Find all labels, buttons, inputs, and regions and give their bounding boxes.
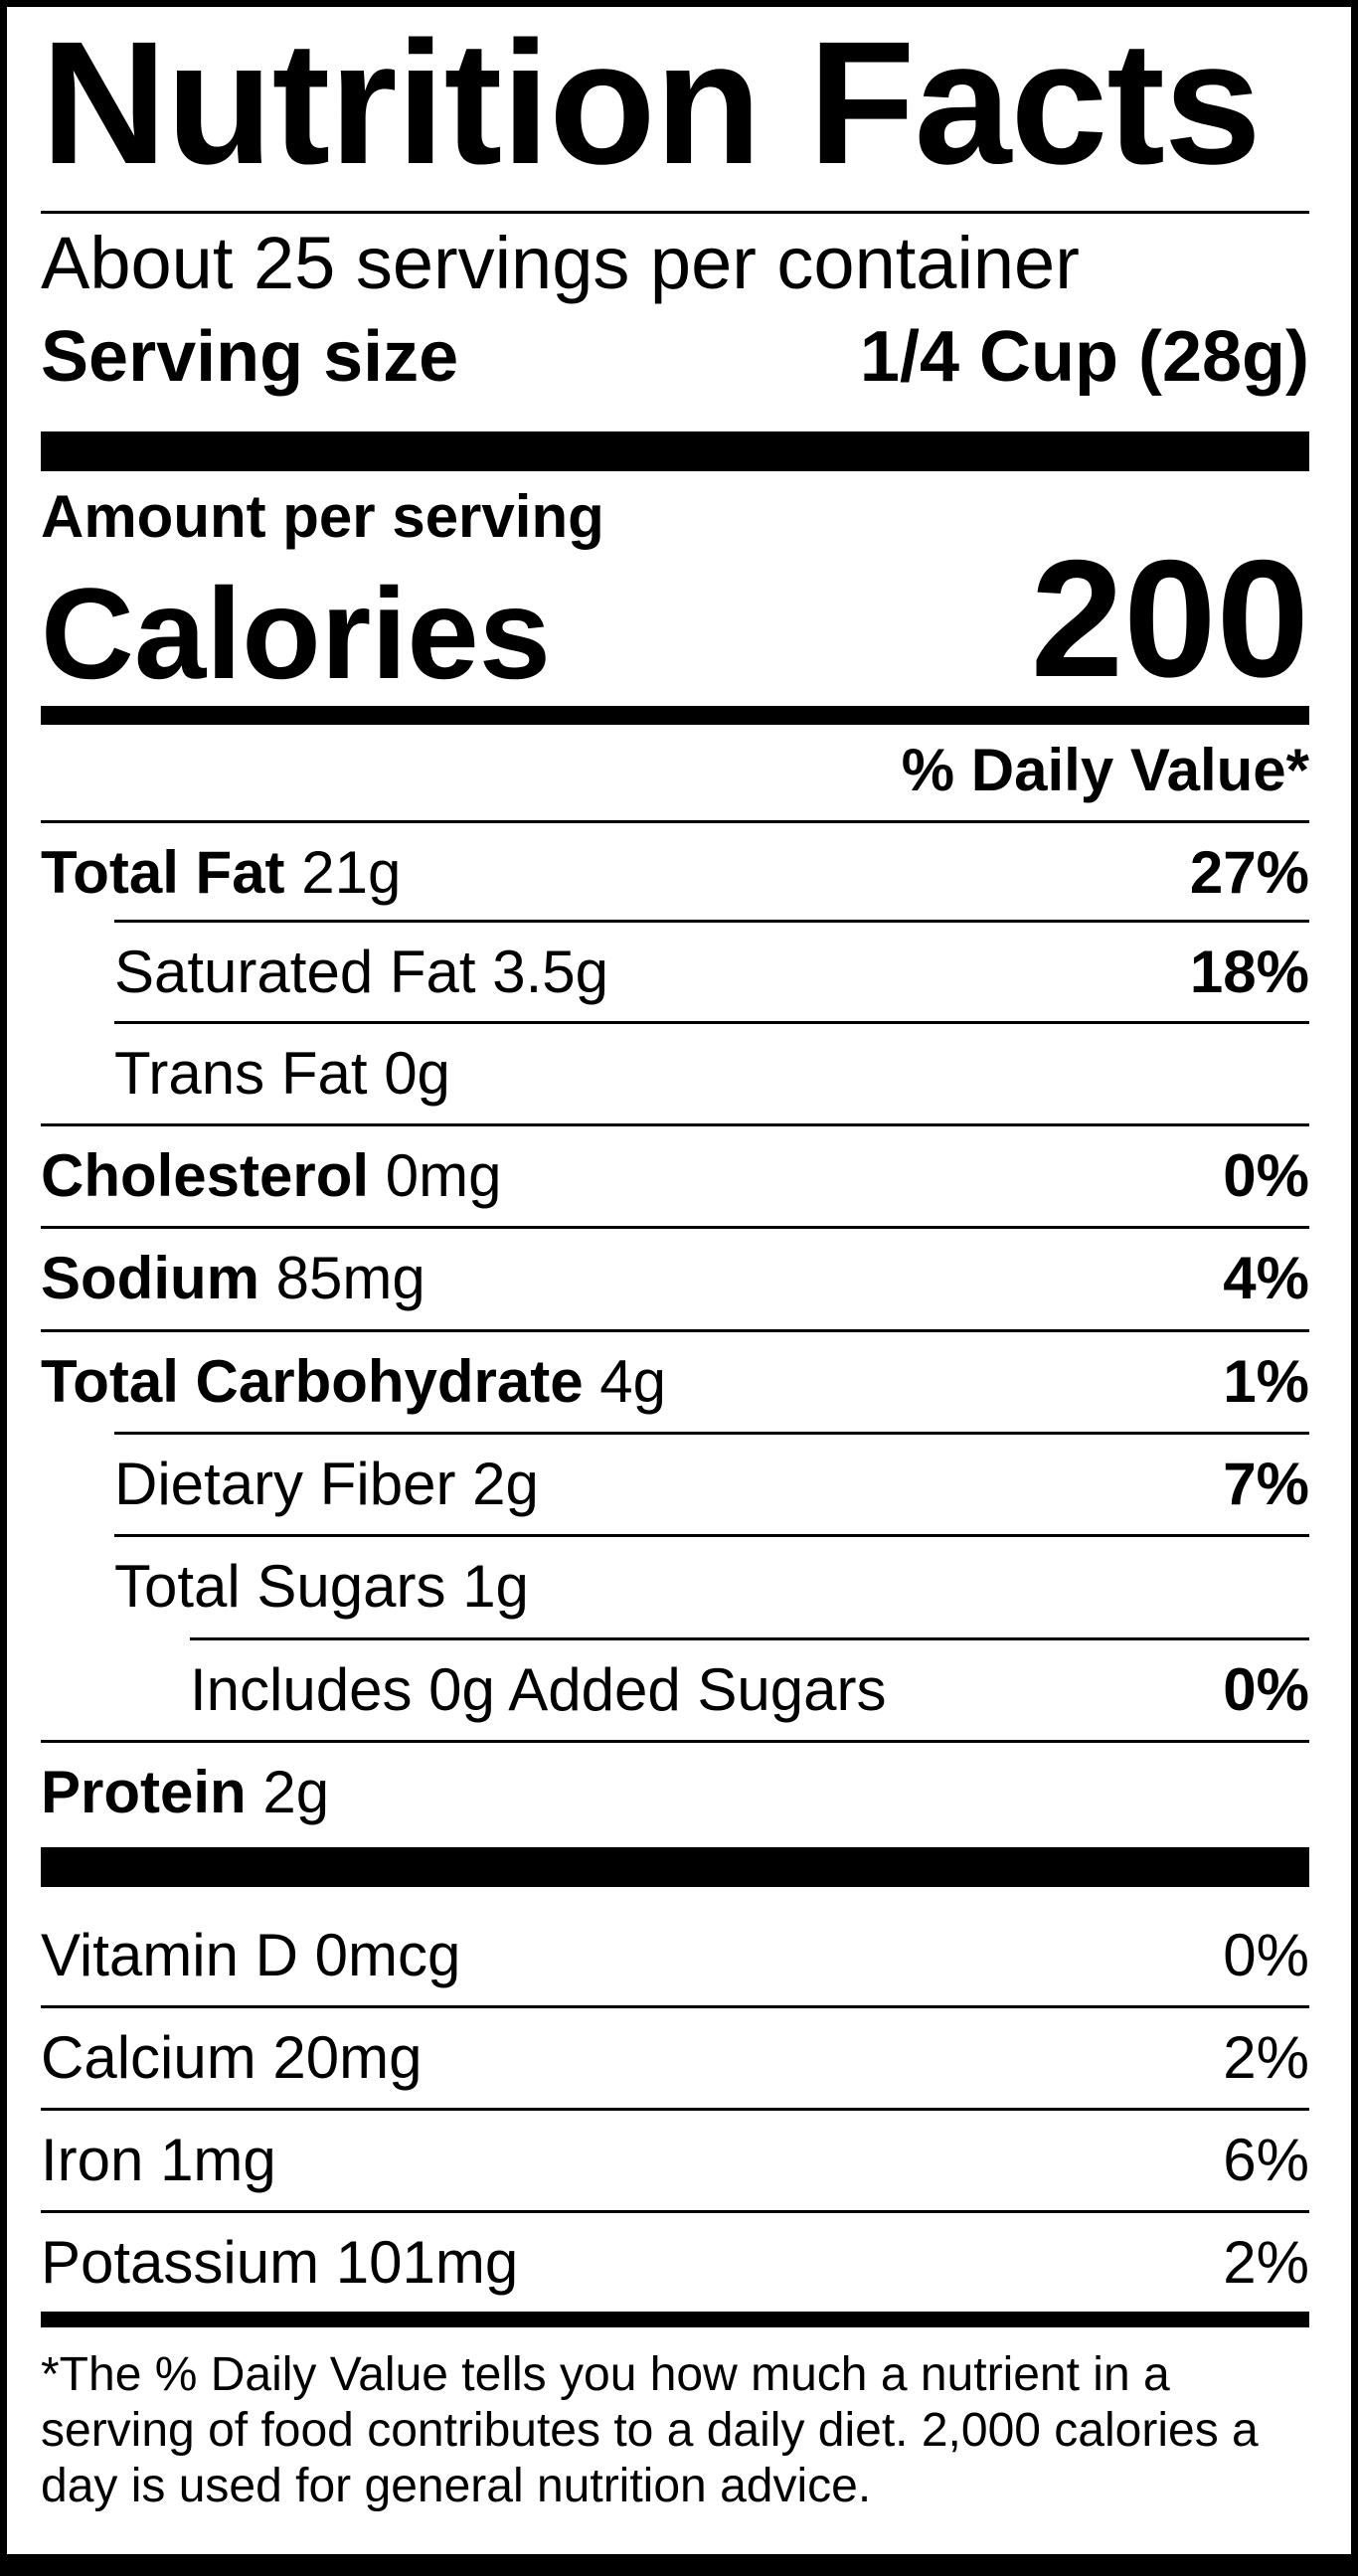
daily-value-header: % Daily Value*: [901, 737, 1309, 803]
nutrient-row: Protein 2g: [41, 1740, 1309, 1842]
nutrient-name: Saturated Fat 3.5g: [114, 938, 608, 1007]
calories-row: Calories 200: [41, 534, 1309, 703]
medium-divider: [41, 2312, 1309, 2327]
vitamin-label: Potassium: [41, 2229, 320, 2296]
nutrient-amount: 21g: [301, 839, 402, 906]
daily-value-percent: 1%: [1223, 1348, 1309, 1415]
nutrient-amount: 85mg: [275, 1245, 425, 1311]
vitamin-name: Vitamin D 0mcg: [41, 1921, 460, 1990]
nutrient-row: Total Sugars 1g: [114, 1534, 1309, 1636]
nutrient-label: Cholesterol: [41, 1142, 370, 1209]
servings-per-container: About 25 servings per container: [41, 222, 1080, 304]
vitamin-name: Potassium 101mg: [41, 2228, 518, 2298]
daily-value-percent: 18%: [1189, 939, 1309, 1005]
nutrient-name: Total Sugars 1g: [114, 1552, 529, 1622]
nutrient-name: Sodium 85mg: [41, 1244, 425, 1313]
nutrient-amount: 0g: [384, 1040, 450, 1107]
daily-value-percent: 0%: [1223, 1921, 1309, 1988]
vitamin-row: Iron 1mg 6%: [41, 2108, 1309, 2210]
vitamin-amount: 101mg: [335, 2229, 519, 2296]
nutrient-row: Includes 0g Added Sugars 0%: [190, 1637, 1309, 1740]
vitamin-label: Calcium: [41, 2024, 256, 2091]
vitamin-amount: 20mg: [272, 2024, 423, 2091]
nutrient-name: Includes 0g Added Sugars: [190, 1655, 887, 1725]
nutrient-label: Dietary Fiber: [114, 1451, 456, 1517]
daily-value-percent: 7%: [1223, 1451, 1309, 1517]
daily-value-percent: 6%: [1223, 2127, 1309, 2193]
calories-value: 200: [1030, 525, 1309, 712]
nutrient-label: Trans Fat: [114, 1040, 368, 1107]
nutrient-label: Total Carbohydrate: [41, 1348, 584, 1415]
nutrient-amount: 2g: [262, 1759, 330, 1825]
nutrient-row: Sodium 85mg 4%: [41, 1226, 1309, 1328]
nutrient-amount: 1g: [462, 1553, 529, 1620]
vitamin-row: Potassium 101mg 2%: [41, 2210, 1309, 2313]
serving-size-row: Serving size 1/4 Cup (28g): [41, 315, 1309, 399]
footnote: *The % Daily Value tells you how much a …: [41, 2348, 1259, 2512]
daily-value-percent: 0%: [1223, 1656, 1309, 1723]
vitamin-row: Vitamin D 0mcg 0%: [41, 1904, 1309, 2006]
nutrient-name: Cholesterol 0mg: [41, 1141, 501, 1211]
nutrient-name: Total Carbohydrate 4g: [41, 1347, 666, 1417]
daily-value-percent: 0%: [1223, 1142, 1309, 1209]
vitamin-name: Calcium 20mg: [41, 2023, 422, 2093]
thick-divider: [41, 1847, 1309, 1887]
nutrient-name: Protein 2g: [41, 1758, 329, 1827]
vitamin-amount: 1mg: [160, 2127, 276, 2193]
nutrient-label: Sodium: [41, 1245, 259, 1311]
serving-size-label: Serving size: [41, 317, 459, 397]
nutrient-row: Cholesterol 0mg 0%: [41, 1123, 1309, 1226]
nutrient-amount: 2g: [472, 1451, 539, 1517]
nutrient-label: Protein: [41, 1759, 247, 1825]
divider: [41, 211, 1309, 214]
thick-divider: [41, 431, 1309, 471]
nutrient-amount: 0mg: [385, 1142, 502, 1209]
nutrient-label: Includes 0g Added Sugars: [190, 1656, 887, 1723]
daily-value-percent: 2%: [1223, 2024, 1309, 2091]
nutrient-name: Dietary Fiber 2g: [114, 1450, 539, 1519]
daily-value-percent: 4%: [1223, 1245, 1309, 1311]
vitamin-amount: 0mcg: [314, 1921, 461, 1988]
vitamin-row: Calcium 20mg 2%: [41, 2005, 1309, 2108]
calories-label: Calories: [41, 561, 552, 706]
amount-per-serving: Amount per serving: [41, 483, 604, 550]
medium-divider: [41, 706, 1309, 725]
vitamin-label: Iron: [41, 2127, 144, 2193]
nutrient-row: Trans Fat 0g: [114, 1021, 1309, 1123]
daily-value-percent: 27%: [1189, 839, 1309, 906]
nutrient-row: Saturated Fat 3.5g 18%: [114, 920, 1309, 1022]
nutrient-row: Total Carbohydrate 4g 1%: [41, 1329, 1309, 1432]
serving-size-value: 1/4 Cup (28g): [859, 317, 1309, 397]
nutrient-label: Total Fat: [41, 839, 285, 906]
daily-value-percent: 2%: [1223, 2229, 1309, 2296]
nutrient-amount: 4g: [599, 1348, 667, 1415]
vitamin-name: Iron 1mg: [41, 2126, 276, 2195]
vitamin-label: Vitamin D: [41, 1921, 298, 1988]
nutrient-name: Total Fat 21g: [41, 838, 401, 908]
nutrient-label: Total Sugars: [114, 1553, 446, 1620]
nutrient-row: Total Fat 21g 27%: [41, 820, 1309, 923]
nutrient-row: Dietary Fiber 2g 7%: [114, 1432, 1309, 1534]
label-title: Nutrition Facts: [41, 6, 1262, 201]
nutrient-name: Trans Fat 0g: [114, 1039, 450, 1109]
nutrient-amount: 3.5g: [492, 939, 608, 1005]
nutrient-label: Saturated Fat: [114, 939, 476, 1005]
